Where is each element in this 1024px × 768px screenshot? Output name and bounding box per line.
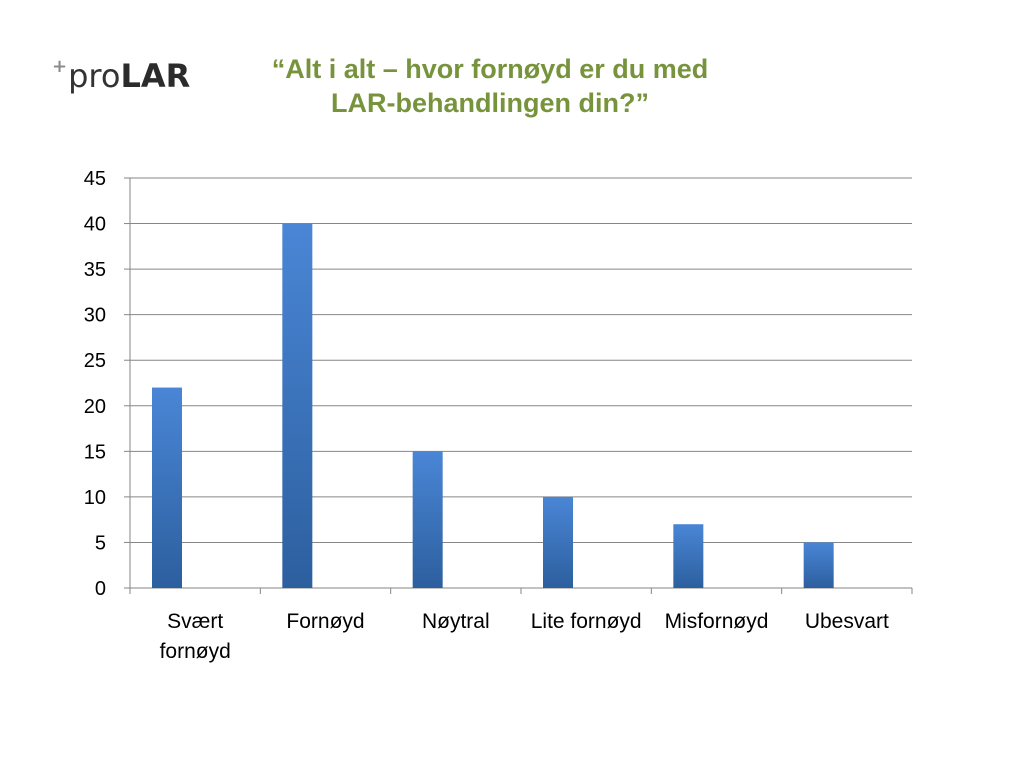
y-tick-label-10: 10: [84, 487, 106, 509]
logo-lar: LAR: [120, 57, 191, 95]
y-tick-label-20: 20: [84, 396, 106, 418]
x-category-label-4: Misfornøyd: [665, 610, 769, 633]
bar-5: [803, 542, 834, 588]
bar-3: [543, 496, 573, 588]
axes: [124, 177, 913, 594]
x-category-labels: Svært fornøyd Fornøyd Nøytral Lite fornøyd Mi…: [160, 610, 889, 663]
chart-title: “Alt i alt – hvor fornøyd er du med LAR-…: [230, 52, 750, 120]
bar-0: [152, 387, 182, 588]
y-tick-label-15: 15: [84, 441, 106, 463]
y-tick-label-40: 40: [84, 214, 106, 236]
bar-2: [412, 451, 443, 588]
bars: [152, 223, 834, 589]
x-category-label-3: Lite fornøyd: [531, 610, 642, 633]
gridlines: [130, 177, 912, 543]
x-category-label-1: Fornøyd: [286, 610, 364, 633]
x-category-label-5: Ubesvart: [805, 610, 889, 633]
prolar-logo: + pro LAR: [52, 52, 190, 96]
y-tick-labels: 0 5 10 15 20 25 30 35 40 45: [84, 168, 106, 600]
chart-title-line-2: LAR-behandlingen din?”: [331, 88, 649, 118]
y-tick-label-30: 30: [84, 305, 106, 327]
y-tick-label-5: 5: [95, 532, 106, 554]
logo-plus: +: [52, 56, 68, 77]
x-category-label-0-line-1: fornøyd: [160, 640, 231, 663]
y-tick-label-0: 0: [95, 578, 106, 600]
x-category-label-2: Nøytral: [422, 610, 490, 633]
bar-1: [282, 223, 313, 589]
logo-pro: pro: [68, 57, 121, 95]
y-tick-label-45: 45: [84, 168, 106, 190]
x-category-label-0-line-0: Svært: [167, 610, 223, 633]
bar-4: [673, 524, 704, 588]
chart-title-line-1: “Alt i alt – hvor fornøyd er du med: [271, 54, 709, 84]
y-tick-label-35: 35: [84, 259, 106, 281]
y-tick-label-25: 25: [84, 350, 106, 372]
